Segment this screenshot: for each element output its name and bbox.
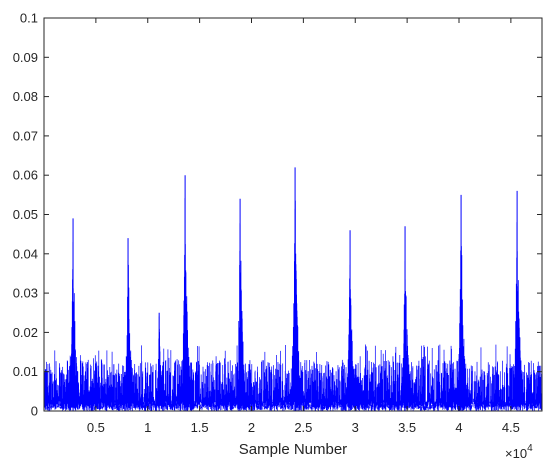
y-tick-label: 0.08 [13, 89, 38, 104]
x-tick-label: 1.5 [191, 420, 209, 435]
y-tick-label: 0.02 [13, 325, 38, 340]
x-tick-label: 4.5 [502, 420, 520, 435]
y-tick-label: 0.1 [20, 11, 38, 26]
plot-frame [43, 17, 543, 412]
y-tick-label: 0.05 [13, 207, 38, 222]
x-axis-exponent-power: 4 [527, 443, 533, 454]
x-axis-ticks: 0.5 1 1.5 2 2.5 3 3.5 4 4.5 [87, 18, 520, 435]
y-tick-label: 0.01 [13, 364, 38, 379]
x-tick-label: 3 [352, 420, 359, 435]
x-axis-exponent-base: ×10 [505, 446, 527, 461]
x-tick-label: 1 [144, 420, 151, 435]
y-tick-label: 0.09 [13, 50, 38, 65]
x-tick-label: 2 [248, 420, 255, 435]
x-tick-label: 2.5 [294, 420, 312, 435]
x-axis-label: Sample Number [239, 441, 347, 458]
x-tick-label: 3.5 [398, 420, 416, 435]
y-tick-label: 0.04 [13, 246, 38, 261]
y-tick-label: 0.03 [13, 286, 38, 301]
x-tick-label: 0.5 [87, 420, 105, 435]
y-tick-label: 0.07 [13, 128, 38, 143]
y-tick-label: 0.06 [13, 168, 38, 183]
series-layer [43, 167, 543, 411]
y-axis-ticks: 0 0.01 0.02 0.03 0.04 0.05 0.06 0.07 0.08 0.09 0.1 [13, 11, 542, 419]
x-tick-label: 4 [455, 420, 462, 435]
y-tick-label: 0 [31, 404, 38, 419]
x-axis-exponent: ×104 [505, 443, 533, 461]
